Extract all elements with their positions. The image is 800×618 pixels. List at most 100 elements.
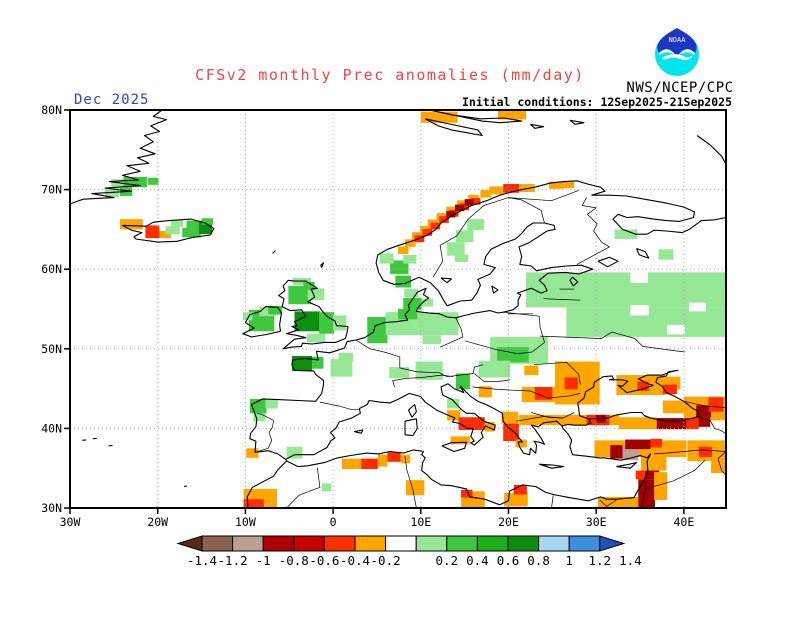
anomaly-cell bbox=[403, 297, 422, 310]
anomaly-cell bbox=[597, 496, 639, 508]
colorbar-label: 1.4 bbox=[619, 553, 642, 568]
anomaly-cell bbox=[182, 227, 201, 238]
anomaly-cell bbox=[619, 417, 657, 430]
anomaly-cell bbox=[630, 272, 648, 283]
colorbar-cell bbox=[354, 535, 387, 552]
colorbar-label: -0.2 bbox=[371, 553, 401, 568]
anomaly-cell bbox=[480, 189, 491, 198]
lon-tick-label: 20W bbox=[147, 515, 168, 529]
anomaly-cell bbox=[519, 414, 620, 426]
colorbar-label: -0.6 bbox=[309, 553, 339, 568]
anomaly-cell bbox=[503, 184, 520, 193]
anomaly-cell bbox=[439, 216, 449, 224]
colorbar-label: 1.2 bbox=[589, 553, 612, 568]
anomaly-cell bbox=[420, 111, 458, 123]
anomaly-cell bbox=[478, 360, 511, 378]
anomaly-cell bbox=[170, 219, 184, 228]
colorbar-label: 0.8 bbox=[527, 553, 550, 568]
anomaly-cell bbox=[686, 418, 699, 430]
anomaly-cell bbox=[186, 220, 204, 229]
anomaly-cell bbox=[467, 219, 484, 231]
anomaly-cell bbox=[524, 365, 539, 376]
anomaly-cell bbox=[242, 312, 253, 321]
noaa-logo-icon: NOAA bbox=[655, 28, 699, 76]
anomaly-cell bbox=[708, 397, 724, 412]
noaa-logo: NOAA bbox=[652, 27, 702, 77]
colorbar: -1.4 -1.2 -1 -0.8 -0.6 -0.4 -0.2 0.2 0.4 0.6 0.8 1 1… bbox=[176, 535, 642, 568]
coastlines bbox=[70, 110, 726, 508]
anomaly-cell bbox=[637, 381, 649, 391]
anomaly-cell bbox=[489, 186, 504, 195]
anomaly-cell bbox=[470, 197, 481, 205]
anomaly-cell bbox=[246, 448, 259, 458]
grid-lines bbox=[70, 110, 726, 508]
chart-title: CFSv2 monthly Prec anomalies (mm/day) bbox=[195, 66, 585, 84]
anomaly-cell bbox=[265, 398, 278, 409]
anomaly-cell bbox=[464, 199, 474, 206]
colorbar-label: 0.6 bbox=[497, 553, 520, 568]
anomaly-cell bbox=[253, 413, 266, 422]
anomaly-cell bbox=[341, 458, 362, 469]
anomaly-cell bbox=[447, 410, 461, 421]
colorbar-cell bbox=[568, 535, 601, 552]
colorbar-label: 0.4 bbox=[466, 553, 489, 568]
anomaly-cell bbox=[711, 460, 726, 473]
anomaly-cell bbox=[497, 347, 529, 363]
anomaly-cell bbox=[338, 352, 354, 362]
lon-tick-label: 10E bbox=[410, 515, 431, 529]
anomaly-cell bbox=[455, 254, 469, 263]
plot-frame bbox=[69, 109, 727, 509]
anomaly-cell bbox=[119, 219, 143, 230]
colorbar-cell bbox=[476, 535, 509, 552]
anomaly-cell bbox=[497, 110, 527, 120]
lat-tick-label: 50N bbox=[41, 342, 62, 356]
anomaly-cell bbox=[689, 302, 706, 312]
anomaly-cell bbox=[307, 288, 325, 301]
anomaly-cell bbox=[294, 311, 320, 332]
anomaly-cell bbox=[638, 479, 655, 508]
anomaly-cell bbox=[446, 211, 456, 218]
anomaly-cell bbox=[387, 452, 401, 462]
lon-tick-label: 30E bbox=[586, 515, 607, 529]
colorbar-cell bbox=[232, 535, 264, 552]
lat-tick-label: 80N bbox=[41, 103, 62, 117]
lon-tick-label: 20E bbox=[498, 515, 519, 529]
anomaly-cell bbox=[515, 439, 527, 448]
anomaly-cell bbox=[415, 361, 443, 380]
anomaly-cell bbox=[123, 176, 148, 188]
noaa-logo-text: NOAA bbox=[669, 36, 687, 44]
anomaly-cell bbox=[519, 184, 535, 192]
colorbar-cell bbox=[323, 535, 356, 552]
anomaly-cell bbox=[430, 222, 441, 230]
anomaly-cell bbox=[484, 422, 495, 432]
anomaly-cell bbox=[640, 456, 667, 471]
anomaly-cell bbox=[504, 492, 528, 507]
anomaly-cell bbox=[312, 356, 324, 369]
anomaly-cell bbox=[286, 446, 303, 459]
colorbar-cell bbox=[201, 535, 234, 552]
anomaly-cell bbox=[662, 384, 677, 395]
anomaly-cell bbox=[667, 324, 685, 335]
colorbar-cell bbox=[262, 535, 295, 552]
axis-ticks bbox=[64, 109, 685, 514]
colorbar-label: -1.2 bbox=[218, 553, 248, 568]
anomaly-cell bbox=[513, 484, 527, 495]
anomaly-cell bbox=[461, 489, 473, 498]
lon-tick-label: 0 bbox=[330, 515, 337, 529]
initial-conditions-label: Initial conditions: 12Sep2025-21Sep2025 bbox=[461, 95, 732, 109]
colorbar-label: -1 bbox=[256, 553, 271, 568]
anomaly-cell bbox=[503, 423, 520, 442]
lat-tick-label: 60N bbox=[41, 262, 62, 276]
agency-label: NWS/NCEP/CPC bbox=[626, 80, 734, 96]
anomaly-cell bbox=[447, 242, 465, 256]
colorbar-label: -1.4 bbox=[187, 553, 217, 568]
colorbar-cell bbox=[507, 535, 540, 552]
anomaly-cell bbox=[455, 204, 465, 212]
lat-tick-label: 70N bbox=[41, 183, 62, 197]
anomaly-cell bbox=[243, 499, 264, 508]
anomaly-cell bbox=[534, 387, 553, 400]
anomaly-cells bbox=[105, 110, 726, 508]
anomaly-cell bbox=[395, 275, 412, 288]
